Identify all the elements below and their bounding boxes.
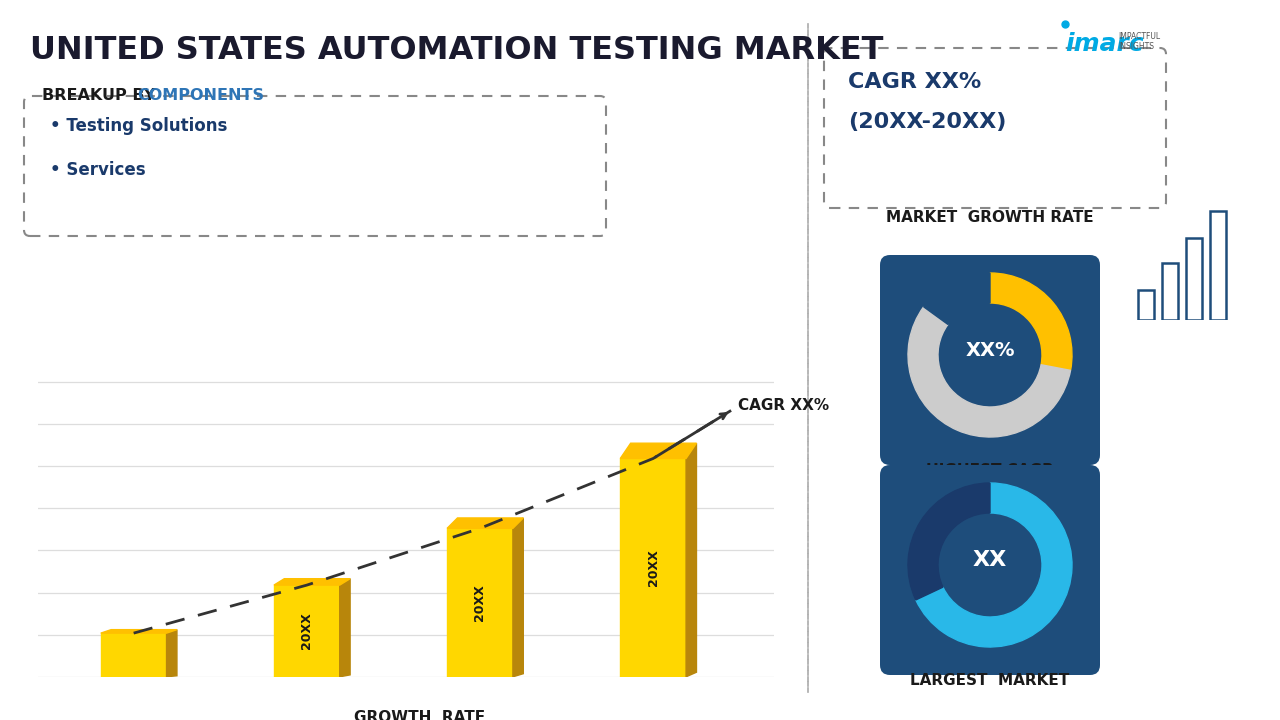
- Polygon shape: [621, 444, 696, 459]
- FancyBboxPatch shape: [24, 96, 605, 236]
- Bar: [1187, 238, 1202, 320]
- Polygon shape: [166, 630, 177, 677]
- Wedge shape: [989, 273, 1071, 370]
- Text: 20XX: 20XX: [646, 549, 659, 586]
- Wedge shape: [908, 307, 1070, 437]
- Bar: [274, 585, 339, 677]
- Polygon shape: [274, 579, 351, 585]
- Text: COMPONENTS: COMPONENTS: [137, 88, 264, 103]
- Text: (20XX-20XX): (20XX-20XX): [849, 112, 1006, 132]
- FancyBboxPatch shape: [824, 48, 1166, 208]
- Text: • Testing Solutions: • Testing Solutions: [50, 117, 228, 135]
- Text: imarc: imarc: [1065, 32, 1144, 56]
- Text: IMPACTFUL
INSIGHTS: IMPACTFUL INSIGHTS: [1117, 32, 1160, 51]
- Wedge shape: [915, 483, 1071, 647]
- Bar: [1162, 264, 1178, 320]
- Bar: [621, 459, 686, 677]
- Text: MARKET  GROWTH RATE: MARKET GROWTH RATE: [886, 210, 1094, 225]
- FancyBboxPatch shape: [881, 465, 1100, 675]
- Text: • Services: • Services: [50, 161, 146, 179]
- Bar: [1138, 289, 1153, 320]
- Text: 20XX: 20XX: [474, 584, 486, 621]
- Text: LARGEST  MARKET: LARGEST MARKET: [910, 673, 1070, 688]
- Wedge shape: [924, 273, 989, 325]
- Bar: [447, 528, 513, 677]
- Polygon shape: [447, 518, 524, 528]
- Polygon shape: [101, 630, 177, 633]
- Text: CAGR XX%: CAGR XX%: [739, 397, 829, 413]
- Bar: [1211, 211, 1226, 320]
- Bar: [101, 633, 166, 677]
- Wedge shape: [908, 483, 989, 600]
- Text: CAGR XX%: CAGR XX%: [849, 72, 982, 92]
- Text: XX: XX: [973, 550, 1007, 570]
- Text: 20XX: 20XX: [301, 613, 314, 649]
- Text: XX%: XX%: [965, 341, 1015, 359]
- FancyBboxPatch shape: [881, 255, 1100, 465]
- Text: UNITED STATES AUTOMATION TESTING MARKET: UNITED STATES AUTOMATION TESTING MARKET: [29, 35, 883, 66]
- Polygon shape: [339, 579, 351, 677]
- Polygon shape: [686, 444, 696, 677]
- Text: BREAKUP BY: BREAKUP BY: [42, 88, 161, 103]
- Text: HIGHEST CAGR: HIGHEST CAGR: [925, 463, 1053, 478]
- Polygon shape: [513, 518, 524, 677]
- Text: GROWTH  RATE: GROWTH RATE: [353, 709, 485, 720]
